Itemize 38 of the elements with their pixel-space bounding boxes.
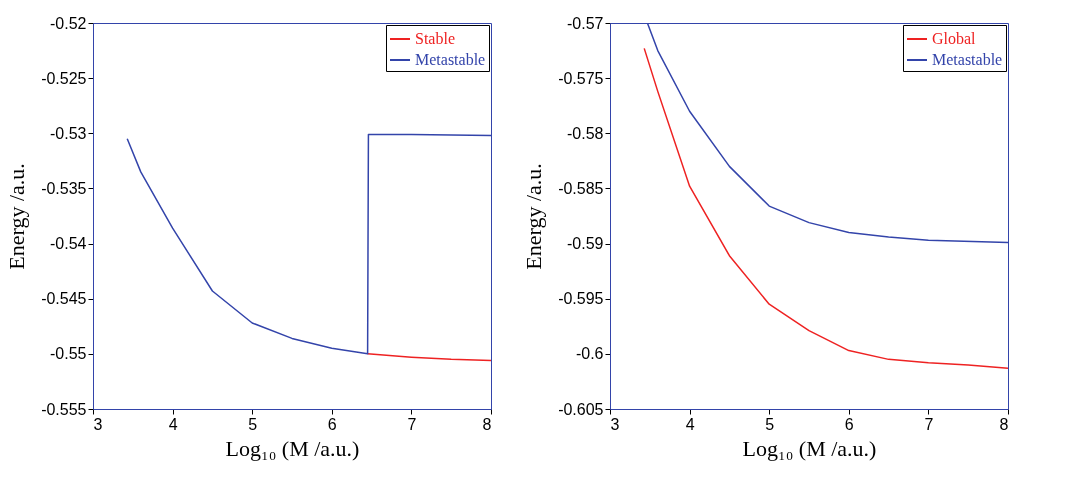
x-tick-label: 3: [93, 415, 103, 433]
x-tick-label: 8: [482, 415, 492, 433]
y-tick-label: -0.52: [50, 14, 87, 32]
y-tick-label: -0.585: [558, 179, 604, 197]
y-tick-label: -0.605: [558, 400, 604, 418]
y-tick-label: -0.53: [50, 124, 87, 142]
legend-label: Stable: [415, 30, 455, 47]
y-axis-title: Energy /a.u.: [4, 163, 30, 270]
x-tick-label: 5: [248, 415, 258, 433]
x-tick-label: 6: [844, 415, 854, 433]
y-tick-label: -0.58: [567, 124, 604, 142]
y-tick-label: -0.545: [41, 290, 87, 308]
legend-label: Global: [932, 30, 977, 47]
x-tick-label: 8: [999, 415, 1009, 433]
y-tick-label: -0.54: [50, 235, 87, 253]
y-tick-label: -0.575: [558, 69, 604, 87]
y-tick-label: -0.525: [41, 69, 87, 87]
y-tick-label: -0.6: [575, 345, 604, 363]
x-tick-label: 7: [407, 415, 417, 433]
x-axis-title: Log₁₀ (M /a.u.): [742, 435, 877, 461]
y-tick-label: -0.59: [567, 235, 604, 253]
y-tick-label: -0.535: [41, 179, 87, 197]
x-tick-label: 4: [168, 415, 178, 433]
y-tick-label: -0.57: [567, 14, 604, 32]
x-axis-title: Log₁₀ (M /a.u.): [225, 435, 360, 461]
y-axis-title: Energy /a.u.: [521, 163, 547, 270]
y-tick-label: -0.595: [558, 290, 604, 308]
x-tick-label: 3: [610, 415, 620, 433]
x-tick-label: 7: [924, 415, 934, 433]
legend-label: Metastable: [415, 51, 486, 68]
y-tick-label: -0.55: [50, 345, 87, 363]
y-tick-label: -0.555: [41, 400, 87, 418]
x-tick-label: 6: [327, 415, 337, 433]
x-tick-label: 5: [765, 415, 775, 433]
line-series: [366, 353, 491, 362]
legend-label: Metastable: [932, 51, 1003, 68]
line-series: [643, 47, 1008, 369]
x-tick-label: 4: [685, 415, 695, 433]
